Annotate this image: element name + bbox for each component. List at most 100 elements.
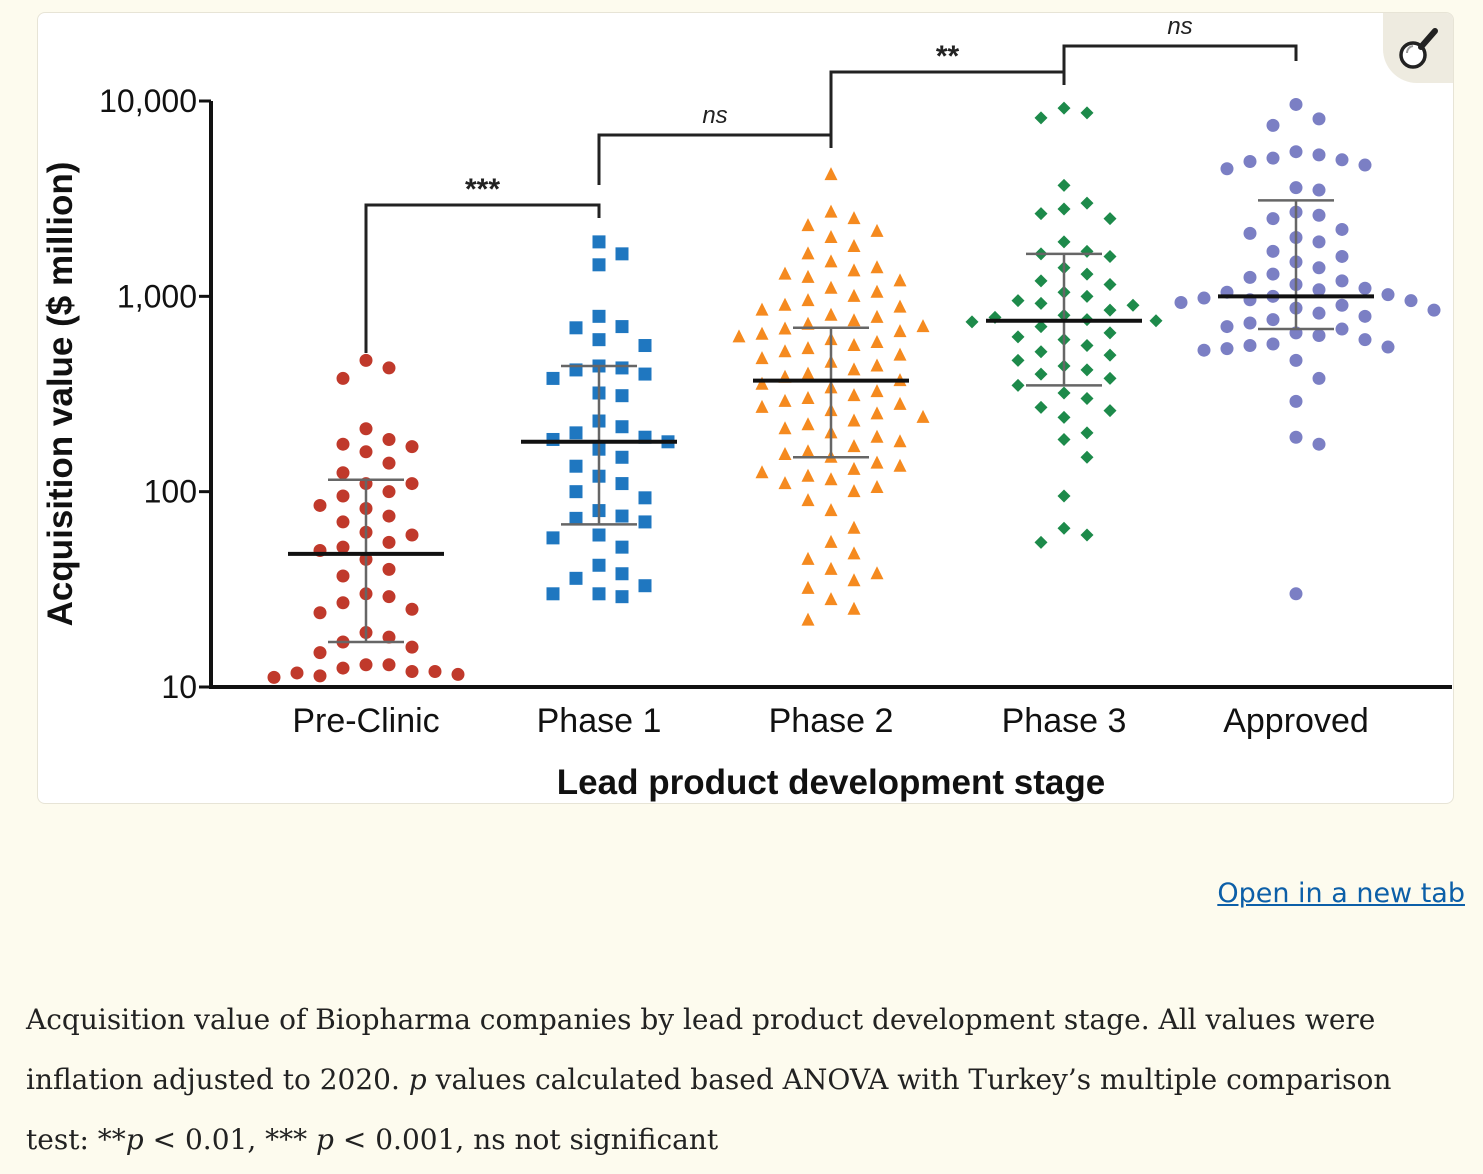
significance-bracket: [829, 70, 1066, 148]
y-tick-label: 100: [144, 474, 197, 510]
caption-p-symbol: p: [316, 1123, 334, 1156]
data-point: [1312, 371, 1326, 385]
data-point: [592, 309, 606, 323]
data-point: [313, 646, 327, 660]
data-point: [870, 223, 884, 237]
data-point: [1243, 226, 1257, 240]
data-point: [1034, 207, 1048, 221]
data-point: [336, 489, 350, 503]
data-point: [615, 567, 629, 581]
data-point: [1103, 249, 1117, 263]
data-point: [1335, 249, 1349, 263]
data-point: [382, 456, 396, 470]
data-point: [893, 347, 907, 361]
data-point: [638, 579, 652, 593]
data-point: [870, 429, 884, 443]
data-point: [313, 669, 327, 683]
data-point: [893, 273, 907, 287]
data-point: [1312, 235, 1326, 249]
data-point: [382, 590, 396, 604]
data-point: [778, 297, 792, 311]
data-point: [847, 263, 861, 277]
data-point: [847, 546, 861, 560]
data-point: [824, 280, 838, 294]
data-point: [801, 551, 815, 565]
data-point: [824, 503, 838, 517]
data-point: [615, 361, 629, 375]
data-point: [1103, 212, 1117, 226]
open-in-new-tab-link[interactable]: Open in a new tab: [1217, 878, 1465, 909]
data-point: [824, 204, 838, 218]
data-point: [847, 288, 861, 302]
data-point: [847, 573, 861, 587]
data-point: [382, 535, 396, 549]
data-point: [1266, 337, 1280, 351]
data-point: [965, 315, 979, 329]
significance-label: **: [936, 40, 960, 73]
data-point: [755, 302, 769, 316]
data-point: [755, 376, 769, 390]
data-point: [615, 450, 629, 464]
data-point: [405, 640, 419, 654]
data-point: [1034, 296, 1048, 310]
data-point: [336, 371, 350, 385]
data-point: [1103, 404, 1117, 418]
data-point: [382, 432, 396, 446]
data-point: [1080, 267, 1094, 281]
data-point: [1080, 391, 1094, 405]
data-point: [1057, 235, 1071, 249]
data-point: [847, 388, 861, 402]
data-point: [1335, 274, 1349, 288]
data-point: [1057, 432, 1071, 446]
data-point: [569, 426, 583, 440]
data-point: [1034, 535, 1048, 549]
data-point: [638, 515, 652, 529]
data-point: [893, 324, 907, 338]
data-point: [615, 590, 629, 604]
data-point: [1381, 340, 1395, 354]
data-point: [893, 458, 907, 472]
data-point: [1011, 378, 1025, 392]
data-point: [1034, 274, 1048, 288]
data-point: [1080, 289, 1094, 303]
data-point: [824, 230, 838, 244]
data-point: [778, 421, 792, 435]
data-point: [1080, 106, 1094, 120]
data-point: [847, 362, 861, 376]
x-tick-label: Phase 3: [1002, 702, 1127, 740]
data-point: [592, 558, 606, 572]
data-point: [801, 366, 815, 380]
scatter-chart: 10 100 1,000 10,000 Acquisition value ($ mil…: [41, 13, 1452, 802]
data-point: [336, 466, 350, 480]
data-point: [1080, 196, 1094, 210]
data-point: [1011, 294, 1025, 308]
zoom-button[interactable]: [1383, 13, 1453, 83]
data-point: [546, 587, 560, 601]
data-point: [382, 361, 396, 375]
data-point: [801, 341, 815, 355]
data-point: [1057, 386, 1071, 400]
data-point: [755, 465, 769, 479]
data-point: [1289, 394, 1303, 408]
data-point: [893, 434, 907, 448]
data-point: [1220, 162, 1234, 176]
data-point: [405, 528, 419, 542]
data-point: [755, 399, 769, 413]
data-point: [336, 661, 350, 675]
data-point: [1312, 306, 1326, 320]
data-point: [569, 321, 583, 335]
data-point: [615, 389, 629, 403]
data-point: [405, 602, 419, 616]
data-point: [1289, 430, 1303, 444]
data-point: [870, 309, 884, 323]
data-point: [1103, 277, 1117, 291]
caption-p-symbol: p: [408, 1063, 427, 1096]
data-point: [1289, 145, 1303, 159]
data-point: [336, 540, 350, 554]
data-point: [1103, 303, 1117, 317]
data-point: [732, 329, 746, 343]
data-point: [755, 326, 769, 340]
data-point: [801, 580, 815, 594]
data-point: [615, 477, 629, 491]
data-point: [1080, 244, 1094, 258]
